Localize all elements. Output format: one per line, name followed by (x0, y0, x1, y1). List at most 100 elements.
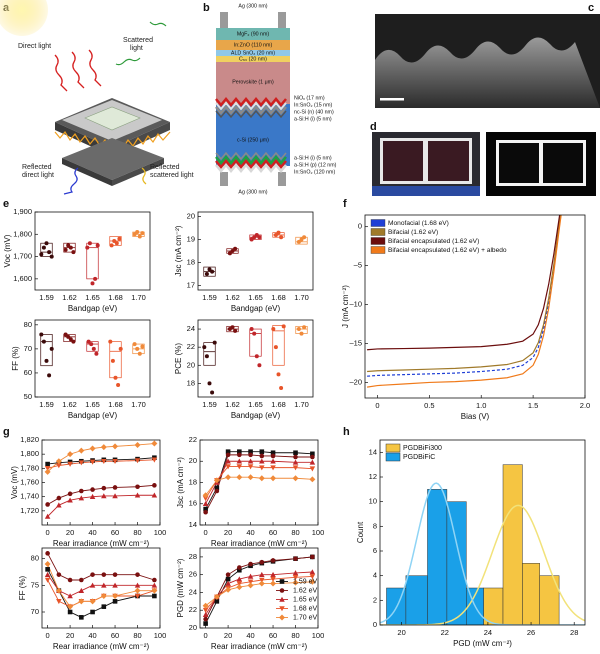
data-point (71, 339, 76, 344)
data-point (237, 565, 242, 570)
data-point (299, 331, 304, 336)
layer-interface (215, 105, 287, 115)
data-point (236, 584, 243, 591)
data-point (225, 572, 231, 577)
y-tick-label: 1,800 (20, 449, 39, 458)
box (295, 236, 308, 245)
data-point (152, 577, 157, 583)
layer-interface (215, 163, 287, 173)
data-point (233, 246, 238, 251)
illustration-label: Scattered (123, 37, 153, 44)
y-tick-label: –10 (349, 300, 362, 309)
bar (539, 575, 560, 625)
legend-label: 1.65 eV (293, 596, 317, 603)
data-point (79, 488, 84, 494)
data-point (248, 561, 253, 567)
x-axis-label: Rear irradiance (mW cm⁻²) (211, 539, 308, 548)
layer-label: In:SnO₂ (120 nm) (294, 169, 335, 175)
x-tick-label: 1.0 (476, 401, 486, 410)
legend-label: 1.70 eV (293, 614, 317, 621)
x-tick-label: 80 (291, 528, 299, 537)
data-point (134, 441, 141, 448)
data-point (230, 325, 235, 330)
data-point (89, 342, 94, 347)
data-point (259, 577, 265, 583)
plot-area (39, 332, 145, 387)
data-point (101, 604, 107, 609)
y-tick-label: 24 (189, 587, 197, 596)
data-point (44, 513, 51, 519)
x-tick-label: 1.62 (225, 293, 240, 302)
data-point (78, 447, 85, 454)
y-tick-label: 22 (189, 435, 197, 444)
data-point (78, 495, 85, 501)
data-point (292, 459, 299, 465)
data-point (100, 593, 107, 599)
y-axis-label: Count (356, 521, 365, 543)
y-tick-label: 1,780 (20, 463, 39, 472)
bar (522, 563, 540, 625)
data-point (49, 254, 54, 259)
panel-label: e (3, 198, 9, 210)
data-point (270, 458, 276, 464)
data-point (110, 358, 115, 363)
data-point (55, 458, 62, 465)
data-point (270, 580, 277, 587)
y-tick-label: 0 (358, 222, 362, 231)
data-point (202, 492, 209, 499)
data-point (44, 241, 49, 246)
x-axis-label: Bias (V) (461, 412, 490, 421)
data-point (90, 281, 95, 286)
x-tick-label: 40 (246, 631, 254, 640)
data-point (151, 440, 158, 447)
x-tick-label: 1.62 (225, 400, 240, 409)
data-point (296, 239, 301, 244)
x-tick-label: 100 (312, 631, 325, 640)
data-point (257, 235, 262, 240)
data-point (203, 509, 208, 515)
x-tick-label: 28 (570, 628, 578, 637)
layer-label: In:ZnO (110 nm) (234, 42, 273, 48)
y-tick-label: 20 (189, 456, 197, 465)
data-point (252, 331, 257, 336)
data-point (281, 324, 286, 329)
data-point (309, 578, 316, 585)
y-axis-label: Jsc (mA cm⁻²) (174, 225, 183, 276)
data-point (212, 340, 217, 345)
layer-interface (215, 109, 287, 119)
axes-frame (34, 211, 151, 291)
plot-area (203, 230, 308, 277)
data-point (292, 579, 299, 586)
data-point (78, 460, 85, 466)
y-tick-label: 18 (187, 257, 195, 266)
x-tick-label: 60 (111, 631, 119, 640)
data-point (112, 582, 118, 588)
x-tick-label: 2.0 (580, 401, 590, 410)
data-point (271, 327, 276, 332)
series-line (366, 215, 562, 388)
y-tick-label: 12 (369, 472, 377, 481)
x-axis-label: Bandgap (eV) (68, 411, 118, 420)
legend-swatch (370, 237, 386, 245)
data-point (310, 554, 315, 560)
data-point (67, 593, 73, 599)
data-point (90, 609, 95, 615)
data-point (68, 337, 73, 342)
y-tick-label: 10 (369, 497, 377, 506)
data-point (225, 449, 231, 454)
layer-label: a-Si:H (p) (12 nm) (294, 162, 337, 168)
x-tick-label: 1.59 (202, 293, 217, 302)
data-point (259, 571, 265, 577)
data-point (259, 453, 265, 459)
y-tick-label: 19 (187, 235, 195, 244)
y-tick-label: 70 (31, 607, 39, 616)
x-tick-label: 20 (66, 528, 74, 537)
legend-label: Bifacial encapsulated (1.62 eV) + albedo (388, 247, 507, 254)
x-tick-label: 0 (204, 528, 208, 537)
layer-interface (215, 159, 287, 169)
data-point (247, 474, 254, 481)
data-point (67, 451, 74, 458)
y-tick-label: 8 (373, 521, 377, 530)
bar (427, 489, 448, 625)
data-point (259, 559, 265, 565)
